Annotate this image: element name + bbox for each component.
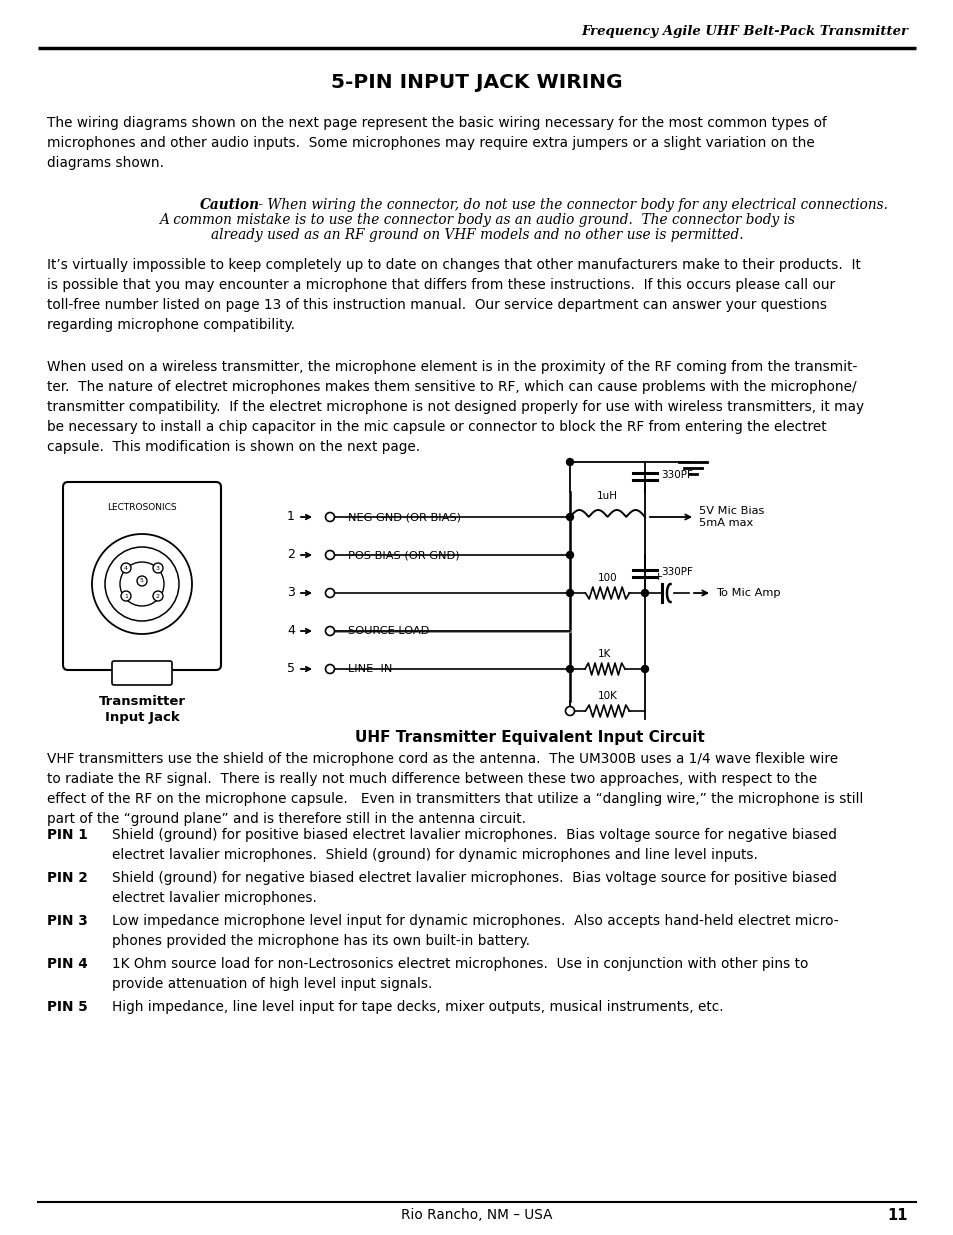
FancyBboxPatch shape	[112, 661, 172, 685]
Text: 4: 4	[287, 625, 294, 637]
Text: 330PF: 330PF	[660, 567, 692, 577]
Text: Shield (ground) for negative biased electret lavalier microphones.  Bias voltage: Shield (ground) for negative biased elec…	[112, 871, 836, 905]
Circle shape	[566, 514, 573, 520]
Text: 100: 100	[598, 573, 617, 583]
Text: 1K: 1K	[598, 650, 611, 659]
Text: POS BIAS (OR GND): POS BIAS (OR GND)	[348, 550, 459, 559]
Circle shape	[152, 592, 163, 601]
Text: 5: 5	[287, 662, 294, 676]
Text: 1: 1	[287, 510, 294, 524]
Text: SOURCE LOAD: SOURCE LOAD	[348, 626, 429, 636]
Text: VHF transmitters use the shield of the microphone cord as the antenna.  The UM30: VHF transmitters use the shield of the m…	[47, 752, 862, 826]
Circle shape	[325, 551, 335, 559]
Circle shape	[640, 589, 648, 597]
Text: LINE  IN: LINE IN	[348, 664, 392, 674]
Circle shape	[137, 576, 147, 585]
Text: 4: 4	[124, 566, 128, 571]
Circle shape	[640, 666, 648, 673]
Text: 1K Ohm source load for non-Lectrosonics electret microphones.  Use in conjunctio: 1K Ohm source load for non-Lectrosonics …	[112, 957, 807, 990]
Text: LECTROSONICS: LECTROSONICS	[107, 503, 176, 513]
Text: Rio Rancho, NM – USA: Rio Rancho, NM – USA	[401, 1208, 552, 1221]
Circle shape	[566, 589, 573, 597]
Text: 1uH: 1uH	[597, 492, 618, 501]
Circle shape	[566, 552, 573, 558]
Circle shape	[566, 458, 573, 466]
Circle shape	[325, 589, 335, 598]
Text: The wiring diagrams shown on the next page represent the basic wiring necessary : The wiring diagrams shown on the next pa…	[47, 116, 826, 170]
Text: PIN 4: PIN 4	[47, 957, 88, 971]
Circle shape	[121, 592, 131, 601]
Text: PIN 1: PIN 1	[47, 827, 88, 842]
Text: 3: 3	[156, 566, 160, 571]
Text: High impedance, line level input for tape decks, mixer outputs, musical instrume: High impedance, line level input for tap…	[112, 1000, 723, 1014]
Text: already used as an RF ground on VHF models and no other use is permitted.: already used as an RF ground on VHF mode…	[211, 228, 742, 242]
Text: Low impedance microphone level input for dynamic microphones.  Also accepts hand: Low impedance microphone level input for…	[112, 914, 838, 948]
Text: A common mistake is to use the connector body as an audio ground.  The connector: A common mistake is to use the connector…	[159, 212, 794, 227]
Text: - When wiring the connector, do not use the connector body for any electrical co: - When wiring the connector, do not use …	[253, 198, 887, 212]
Circle shape	[152, 563, 163, 573]
Text: 1: 1	[124, 594, 128, 599]
Circle shape	[121, 563, 131, 573]
Text: NEG GND (OR BIAS): NEG GND (OR BIAS)	[348, 513, 460, 522]
Text: 5V Mic Bias
5mA max: 5V Mic Bias 5mA max	[699, 505, 763, 529]
Circle shape	[325, 664, 335, 673]
Text: 11: 11	[886, 1208, 907, 1223]
Circle shape	[565, 706, 574, 715]
Text: Frequency Agile UHF Belt-Pack Transmitter: Frequency Agile UHF Belt-Pack Transmitte…	[580, 25, 907, 38]
Text: PIN 2: PIN 2	[47, 871, 88, 885]
Text: Shield (ground) for positive biased electret lavalier microphones.  Bias voltage: Shield (ground) for positive biased elec…	[112, 827, 836, 862]
Text: 5: 5	[140, 578, 144, 583]
Text: 10K: 10K	[597, 692, 617, 701]
Text: To Mic Amp: To Mic Amp	[716, 588, 780, 598]
Text: 2: 2	[156, 594, 160, 599]
Text: Transmitter
Input Jack: Transmitter Input Jack	[98, 695, 185, 725]
Text: 330PF: 330PF	[660, 471, 692, 480]
Text: PIN 5: PIN 5	[47, 1000, 88, 1014]
Text: UHF Transmitter Equivalent Input Circuit: UHF Transmitter Equivalent Input Circuit	[355, 730, 704, 745]
Circle shape	[566, 666, 573, 673]
Text: When used on a wireless transmitter, the microphone element is in the proximity : When used on a wireless transmitter, the…	[47, 359, 863, 454]
Text: Caution: Caution	[200, 198, 260, 212]
Text: 5-PIN INPUT JACK WIRING: 5-PIN INPUT JACK WIRING	[331, 73, 622, 91]
Text: PIN 3: PIN 3	[47, 914, 88, 927]
Text: +: +	[653, 572, 662, 582]
Circle shape	[325, 626, 335, 636]
Text: It’s virtually impossible to keep completely up to date on changes that other ma: It’s virtually impossible to keep comple…	[47, 258, 860, 332]
FancyBboxPatch shape	[63, 482, 221, 671]
Text: 2: 2	[287, 548, 294, 562]
Circle shape	[325, 513, 335, 521]
Text: 3: 3	[287, 587, 294, 599]
